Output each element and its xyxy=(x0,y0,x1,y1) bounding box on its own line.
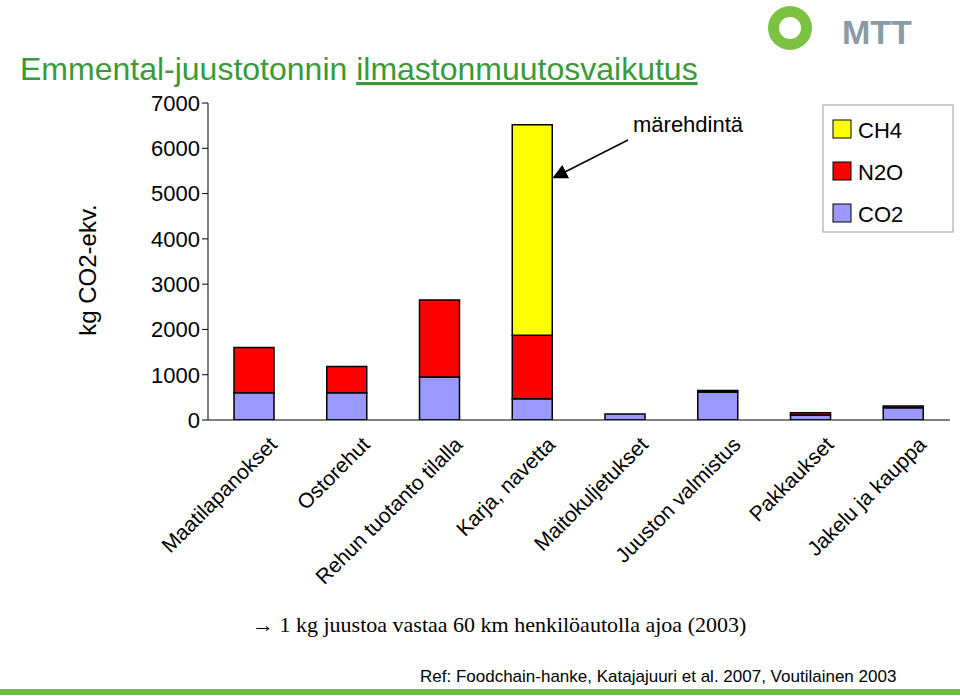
svg-text:→ 1 kg juustoa vastaa 60 km he: → 1 kg juustoa vastaa 60 km henkilöautol… xyxy=(252,612,746,637)
svg-text:4000: 4000 xyxy=(151,227,200,252)
svg-text:märehdintä: märehdintä xyxy=(633,112,744,137)
svg-text:3000: 3000 xyxy=(151,272,200,297)
svg-text:Jakelu ja kauppa: Jakelu ja kauppa xyxy=(803,432,931,560)
svg-text:Pakkaukset: Pakkaukset xyxy=(745,432,838,525)
svg-text:0: 0 xyxy=(188,408,200,433)
svg-text:Emmental-juustotonnin ilmaston: Emmental-juustotonnin ilmastonmuutosvaik… xyxy=(20,51,698,87)
svg-text:Rehun tuotanto tilalla: Rehun tuotanto tilalla xyxy=(311,432,467,588)
svg-text:Ref: Foodchain-hanke, Katajaju: Ref: Foodchain-hanke, Katajajuuri et al.… xyxy=(420,667,896,686)
svg-text:kg CO2-ekv.: kg CO2-ekv. xyxy=(74,204,101,336)
svg-text:Karja, navetta: Karja, navetta xyxy=(451,432,560,541)
svg-text:Maatilapanokset: Maatilapanokset xyxy=(157,432,282,557)
svg-text:5000: 5000 xyxy=(151,181,200,206)
svg-text:CO2: CO2 xyxy=(858,202,903,227)
svg-text:CH4: CH4 xyxy=(858,118,902,143)
svg-text:1000: 1000 xyxy=(151,363,200,388)
svg-text:Maitokuljetukset: Maitokuljetukset xyxy=(529,432,653,556)
svg-text:2000: 2000 xyxy=(151,317,200,342)
svg-text:MTT: MTT xyxy=(842,13,912,51)
svg-text:N2O: N2O xyxy=(858,160,903,185)
svg-text:7000: 7000 xyxy=(151,91,200,116)
svg-text:Ostorehut: Ostorehut xyxy=(292,432,374,514)
svg-text:Juuston valmistus: Juuston valmistus xyxy=(611,432,745,566)
svg-text:6000: 6000 xyxy=(151,136,200,161)
